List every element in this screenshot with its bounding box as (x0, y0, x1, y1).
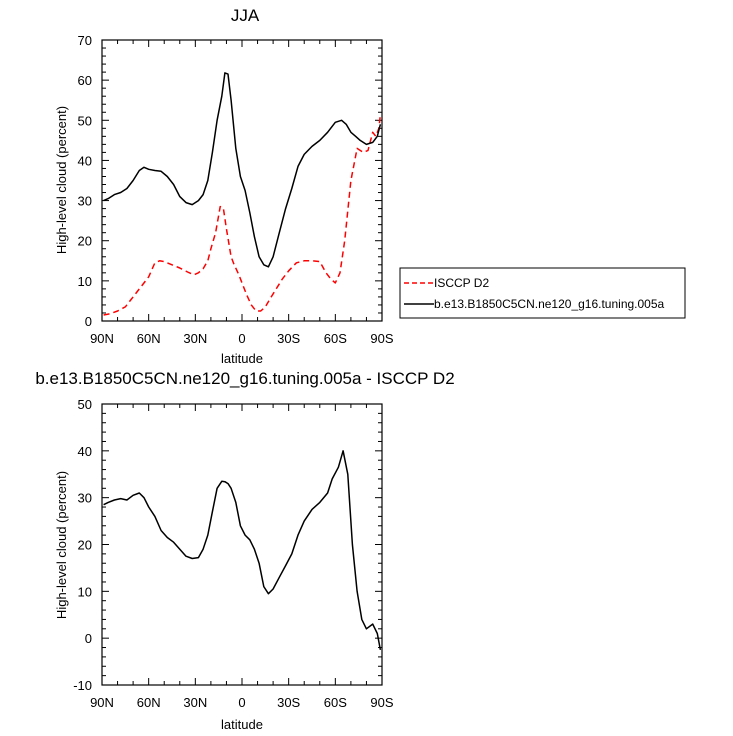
top-y-tick-label: 50 (78, 113, 92, 128)
top-y-axis-label: High-level cloud (percent) (54, 106, 69, 254)
top-y-tick-label: 30 (78, 194, 92, 209)
bottom-x-tick-label: 30N (183, 695, 207, 710)
bottom-x-tick-label: 90N (90, 695, 114, 710)
top-x-tick-label: 30S (277, 331, 300, 346)
top-y-tick-label: 60 (78, 73, 92, 88)
bottom-x-tick-label: 60N (137, 695, 161, 710)
top-y-tick-label: 70 (78, 33, 92, 48)
bottom-y-tick-label: -10 (73, 678, 92, 693)
bottom-x-tick-label: 30S (277, 695, 300, 710)
bottom-y-tick-label: 40 (78, 444, 92, 459)
bottom-plot-frame (101, 403, 383, 686)
top-y-tick-label: 10 (78, 274, 92, 289)
bottom-x-tick-label: 90S (370, 695, 393, 710)
top-x-tick-label: 30N (183, 331, 207, 346)
top-x-tick-label: 90S (370, 331, 393, 346)
bottom-x-axis-label: latitude (221, 717, 263, 732)
legend-box (399, 267, 686, 319)
top-axis-ticks: 90N 60N 30N 0 30S 60S 90S 0 10 20 30 40 50 60 70 (78, 33, 394, 346)
top-y-tick-label: 0 (85, 314, 92, 329)
legend-label-model: b.e13.B1850C5CN.ne120_g16.tuning.005a (434, 297, 665, 311)
top-x-tick-label: 60N (137, 331, 161, 346)
bottom-panel: b.e13.B1850C5CN.ne120_g16.tuning.005a - … (35, 369, 454, 732)
top-y-tick-label: 20 (78, 234, 92, 249)
top-chart-title: JJA (231, 6, 260, 25)
bottom-y-tick-label: 50 (78, 397, 92, 412)
legend: ISCCP D2 b.e13.B1850C5CN.ne120_g16.tunin… (399, 267, 686, 319)
top-series-line-1 (103, 72, 382, 268)
bottom-y-tick-label: 30 (78, 491, 92, 506)
top-x-tick-label: 90N (90, 331, 114, 346)
bottom-axis-ticks: 90N 60N 30N 0 30S 60S 90S -10 0 10 20 30 40 50 (73, 397, 394, 710)
bottom-series-line-0 (103, 450, 382, 651)
top-series-group (103, 72, 382, 316)
bottom-y-tick-label: 20 (78, 538, 92, 553)
top-series-line-0 (103, 114, 382, 316)
bottom-x-tick-label: 60S (324, 695, 347, 710)
legend-label-isccp: ISCCP D2 (434, 276, 489, 290)
bottom-x-tick-label: 0 (238, 695, 245, 710)
top-x-axis-label: latitude (221, 351, 263, 366)
bottom-series-group (103, 450, 382, 651)
bottom-y-tick-label: 0 (85, 631, 92, 646)
top-x-tick-label: 60S (324, 331, 347, 346)
top-y-tick-label: 40 (78, 153, 92, 168)
top-x-tick-label: 0 (238, 331, 245, 346)
bottom-y-tick-label: 10 (78, 584, 92, 599)
bottom-y-axis-label: High-level cloud (percent) (54, 471, 69, 619)
bottom-chart-title: b.e13.B1850C5CN.ne120_g16.tuning.005a - … (35, 369, 454, 388)
top-panel: JJA 90N 60N 30N 0 30S 60S 90S 0 10 20 30 40 50 60 70 l… (54, 6, 394, 366)
